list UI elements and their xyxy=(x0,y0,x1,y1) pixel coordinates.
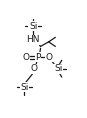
Text: Si: Si xyxy=(20,83,29,92)
Text: O: O xyxy=(22,53,29,62)
Text: P: P xyxy=(35,53,41,62)
Text: O: O xyxy=(46,53,53,62)
Text: Si: Si xyxy=(29,22,37,31)
Text: HN: HN xyxy=(26,35,40,44)
Text: Si: Si xyxy=(54,64,62,73)
Text: O: O xyxy=(31,64,38,73)
